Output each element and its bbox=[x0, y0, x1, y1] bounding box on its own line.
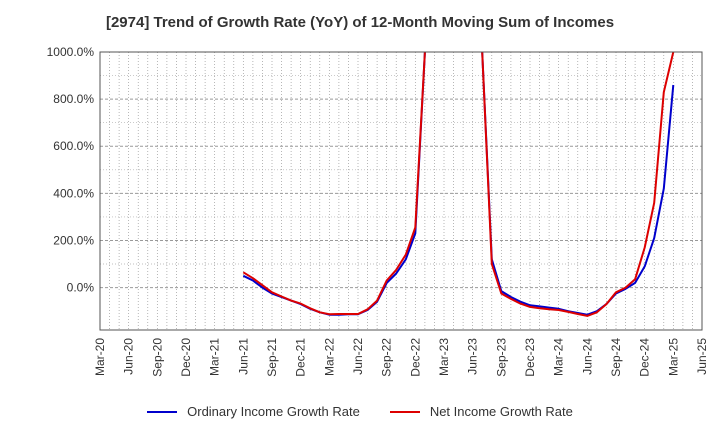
x-tick-label: Jun-23 bbox=[466, 338, 480, 375]
x-tick-label: Sep-23 bbox=[494, 338, 508, 377]
y-tick-label: 0.0% bbox=[67, 281, 95, 295]
x-tick-label: Mar-21 bbox=[208, 338, 222, 376]
x-tick-label: Mar-23 bbox=[437, 338, 451, 376]
legend-swatch-net bbox=[389, 410, 420, 413]
x-tick-label: Dec-24 bbox=[638, 338, 652, 377]
y-tick-label: 1000.0% bbox=[47, 45, 95, 59]
chart-title: [2974] Trend of Growth Rate (YoY) of 12-… bbox=[105, 14, 615, 31]
legend-item-ordinary: Ordinary Income Growth Rate bbox=[147, 404, 360, 419]
x-tick-label: Mar-24 bbox=[552, 338, 566, 376]
legend-label-net: Net Income Growth Rate bbox=[429, 404, 573, 419]
legend-item-net: Net Income Growth Rate bbox=[389, 404, 573, 419]
y-tick-label: 600.0% bbox=[53, 139, 94, 153]
x-tick-label: Jun-20 bbox=[122, 338, 136, 375]
legend-label-ordinary: Ordinary Income Growth Rate bbox=[187, 404, 360, 419]
x-tick-label: Sep-20 bbox=[150, 338, 164, 377]
x-tick-label: Jun-25 bbox=[695, 338, 709, 375]
y-tick-label: 200.0% bbox=[53, 233, 94, 247]
series-layer bbox=[242, 52, 675, 317]
x-tick-label: Sep-22 bbox=[380, 338, 394, 377]
x-tick-label: Dec-21 bbox=[294, 338, 308, 377]
legend-swatch-ordinary bbox=[147, 410, 178, 413]
series-line-1 bbox=[481, 52, 675, 317]
x-axis: Mar-20 Jun-20 Sep-20 Dec-20 Mar-21 Jun-21 Sep-… bbox=[93, 338, 709, 377]
series-line-0 bbox=[242, 52, 426, 316]
series-line-1 bbox=[242, 52, 426, 316]
y-tick-label: 400.0% bbox=[53, 186, 94, 200]
x-tick-label: Mar-20 bbox=[93, 338, 107, 376]
x-tick-label: Dec-23 bbox=[523, 338, 537, 377]
x-tick-label: Jun-21 bbox=[236, 338, 250, 375]
x-tick-label: Mar-25 bbox=[666, 338, 680, 376]
grid bbox=[99, 51, 703, 330]
plot-frame bbox=[99, 51, 703, 331]
x-tick-label: Sep-21 bbox=[265, 338, 279, 377]
x-tick-label: Jun-24 bbox=[580, 338, 594, 375]
x-tick-label: Sep-24 bbox=[609, 338, 623, 377]
x-tick-label: Dec-20 bbox=[179, 338, 193, 377]
x-tick-label: Jun-22 bbox=[351, 338, 365, 375]
x-tick-label: Dec-22 bbox=[408, 338, 422, 377]
x-tick-label: Mar-22 bbox=[322, 338, 336, 376]
y-axis: 0.0% 200.0% 400.0% 600.0% 800.0% 1000.0% bbox=[47, 45, 95, 295]
legend: Ordinary Income Growth Rate Net Income G… bbox=[0, 404, 720, 419]
y-tick-label: 800.0% bbox=[53, 92, 94, 106]
